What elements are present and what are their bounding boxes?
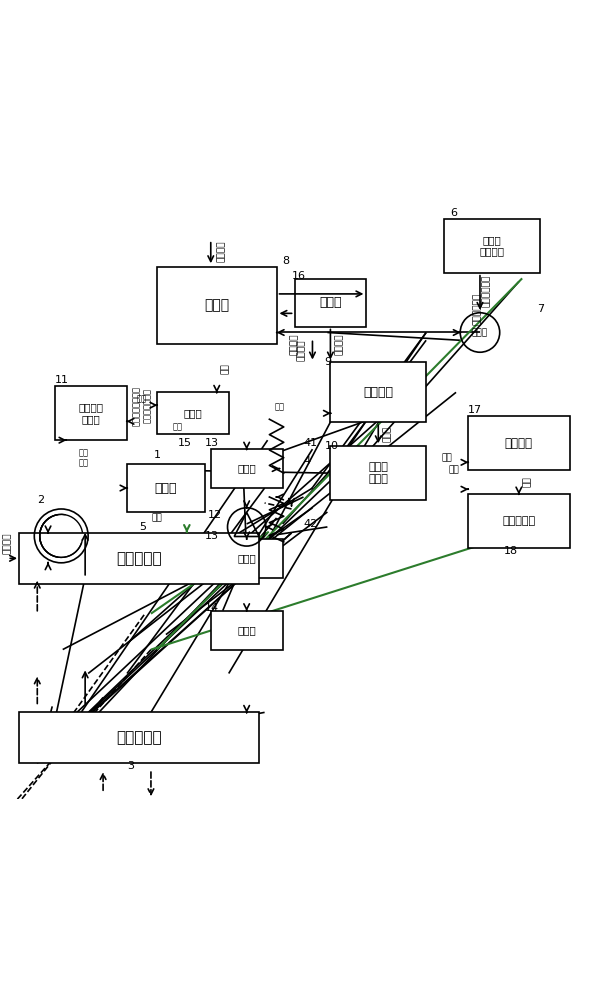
Text: 余气: 余气 [221, 363, 230, 374]
Bar [331, 362, 426, 422]
Text: 混合气体: 混合气体 [297, 340, 306, 361]
Text: 部分制得的氢气，
用于重整器运行: 部分制得的氢气， 用于重整器运行 [132, 386, 151, 426]
Text: 41: 41 [304, 438, 317, 448]
Text: 14: 14 [205, 603, 219, 613]
Text: 供电: 供电 [449, 466, 460, 475]
Text: 输出电: 输出电 [383, 426, 392, 442]
Text: 汽车马达: 汽车马达 [505, 437, 533, 450]
Text: 余气: 余气 [173, 423, 183, 432]
Text: 3: 3 [127, 761, 134, 771]
Bar [211, 539, 282, 578]
Text: 紧凑阀: 紧凑阀 [183, 408, 202, 418]
Text: 电力转
换系统: 电力转 换系统 [368, 462, 388, 484]
Text: 8: 8 [282, 256, 290, 266]
Text: 4: 4 [304, 456, 311, 466]
Text: 外界
分气: 外界 分气 [79, 448, 89, 468]
Bar [331, 446, 426, 500]
Text: 甲醒水
储存容器: 甲醒水 储存容器 [480, 235, 504, 257]
Text: 7: 7 [537, 304, 544, 314]
Text: 重整器: 重整器 [204, 299, 230, 313]
Text: 10: 10 [325, 441, 338, 451]
Text: 对整器: 对整器 [237, 553, 256, 563]
Text: 15: 15 [178, 438, 192, 448]
Text: 13: 13 [205, 531, 219, 541]
Bar [55, 386, 127, 440]
Text: 11: 11 [55, 375, 69, 385]
Bar [294, 279, 366, 327]
Text: 甲醇和水原料: 甲醇和水原料 [472, 292, 481, 325]
Text: 9: 9 [325, 357, 332, 367]
Text: 1: 1 [154, 450, 161, 460]
Text: 17: 17 [468, 405, 482, 415]
Bar [157, 267, 276, 344]
Text: 压缩机: 压缩机 [154, 482, 177, 495]
Bar [19, 533, 258, 584]
Text: 42: 42 [304, 519, 318, 529]
Text: 16: 16 [292, 271, 306, 281]
Text: 输送泵: 输送泵 [472, 328, 488, 337]
Bar [211, 449, 282, 488]
Text: 车内换热器: 车内换热器 [116, 551, 162, 566]
Text: 12: 12 [208, 510, 222, 520]
Text: 输出氢气: 输出氢气 [335, 334, 344, 355]
Text: 供电: 供电 [151, 513, 162, 522]
Bar [127, 464, 205, 512]
Text: 13: 13 [205, 438, 219, 448]
Text: 空气余气
混合器: 空气余气 混合器 [79, 402, 103, 424]
Bar [468, 494, 570, 548]
Text: 外界空气: 外界空气 [217, 241, 226, 262]
Text: 缓冲蓄电池: 缓冲蓄电池 [502, 516, 535, 526]
Text: 车外换热器: 车外换热器 [116, 730, 162, 745]
Bar [468, 416, 570, 470]
Text: 燃料电池: 燃料电池 [363, 386, 393, 399]
Text: 余气: 余气 [275, 403, 284, 412]
Text: 架风器: 架风器 [237, 625, 256, 635]
Text: 输出氢气: 输出氢气 [290, 334, 299, 355]
Bar [19, 712, 258, 763]
Text: 2: 2 [37, 495, 44, 505]
Text: 换热器: 换热器 [319, 296, 341, 309]
Text: 供电: 供电 [442, 453, 453, 462]
Text: 6: 6 [450, 208, 457, 218]
Bar [444, 219, 540, 273]
Text: 5: 5 [139, 522, 146, 532]
Text: 甲醇和水原料: 甲醇和水原料 [481, 274, 490, 307]
Text: 对整器: 对整器 [237, 464, 256, 474]
Bar [211, 611, 282, 650]
Bar [157, 392, 229, 434]
Text: 余气: 余气 [137, 395, 147, 404]
Text: 混合气体: 混合气体 [3, 533, 12, 554]
Text: 18: 18 [504, 546, 518, 556]
Text: 供电: 供电 [523, 477, 532, 487]
